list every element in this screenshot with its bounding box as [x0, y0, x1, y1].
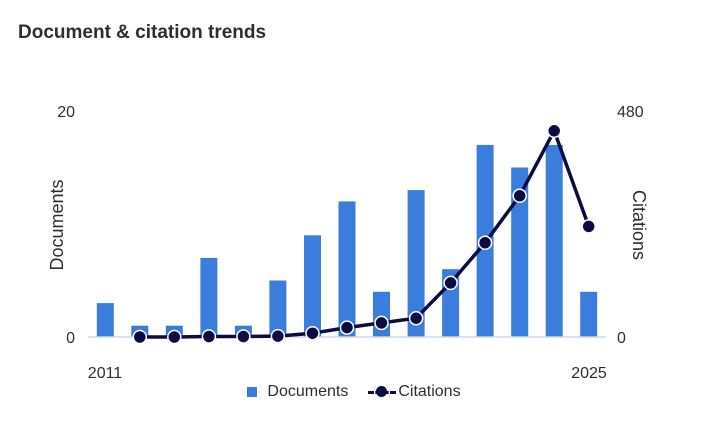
chart-plot: 20 0 480 0 2011 2025 Documents Citations	[47, 104, 649, 380]
legend-item-citations[interactable]: Citations	[368, 383, 461, 401]
citations-point-2012[interactable]	[132, 329, 148, 345]
citations-point-2019[interactable]	[374, 315, 389, 331]
chart-title: Document & citation trends	[18, 22, 267, 43]
y-left-tick-min: 0	[66, 330, 75, 347]
documents-bar-2011[interactable]	[96, 303, 114, 337]
citations-point-2022[interactable]	[477, 235, 493, 251]
documents-bars	[96, 144, 598, 338]
documents-bar-2019[interactable]	[373, 291, 390, 337]
documents-bar-2018[interactable]	[338, 201, 356, 337]
chart-legend: Documents Citations	[0, 383, 708, 401]
y-right-tick-max: 480	[617, 104, 644, 121]
x-tick-last: 2025	[571, 365, 607, 380]
citations-points	[132, 123, 596, 345]
documents-bar-2020[interactable]	[407, 190, 425, 337]
citations-point-2016[interactable]	[270, 328, 286, 344]
legend-label-documents: Documents	[267, 383, 349, 400]
citations-point-2017[interactable]	[305, 325, 320, 341]
citations-point-2020[interactable]	[408, 310, 424, 326]
y-left-tick-max: 20	[57, 104, 75, 121]
citations-point-2013[interactable]	[167, 329, 182, 345]
x-tick-first: 2011	[88, 365, 123, 380]
legend-item-documents[interactable]: Documents	[247, 383, 348, 401]
documents-bar-2017[interactable]	[304, 235, 321, 337]
documents-bar-2014[interactable]	[200, 257, 218, 337]
legend-label-citations: Citations	[398, 383, 461, 400]
y-right-axis-title: Citations	[629, 190, 649, 260]
citations-point-2021[interactable]	[443, 275, 458, 291]
documents-bar-2023[interactable]	[511, 167, 529, 338]
citations-point-2018[interactable]	[339, 320, 355, 335]
y-right-tick-min: 0	[617, 330, 626, 347]
legend-line-swatch	[368, 386, 397, 398]
citations-point-2024[interactable]	[546, 123, 562, 139]
citations-point-2014[interactable]	[201, 329, 217, 344]
citations-point-2023[interactable]	[512, 188, 527, 204]
documents-bar-2025[interactable]	[580, 291, 598, 337]
citations-point-2015[interactable]	[236, 329, 251, 344]
documents-bar-2016[interactable]	[269, 280, 287, 338]
documents-bar-2024[interactable]	[545, 144, 563, 337]
citations-point-2025[interactable]	[581, 219, 596, 234]
y-left-axis-title: Documents	[47, 179, 67, 270]
legend-bar-swatch	[247, 387, 258, 397]
